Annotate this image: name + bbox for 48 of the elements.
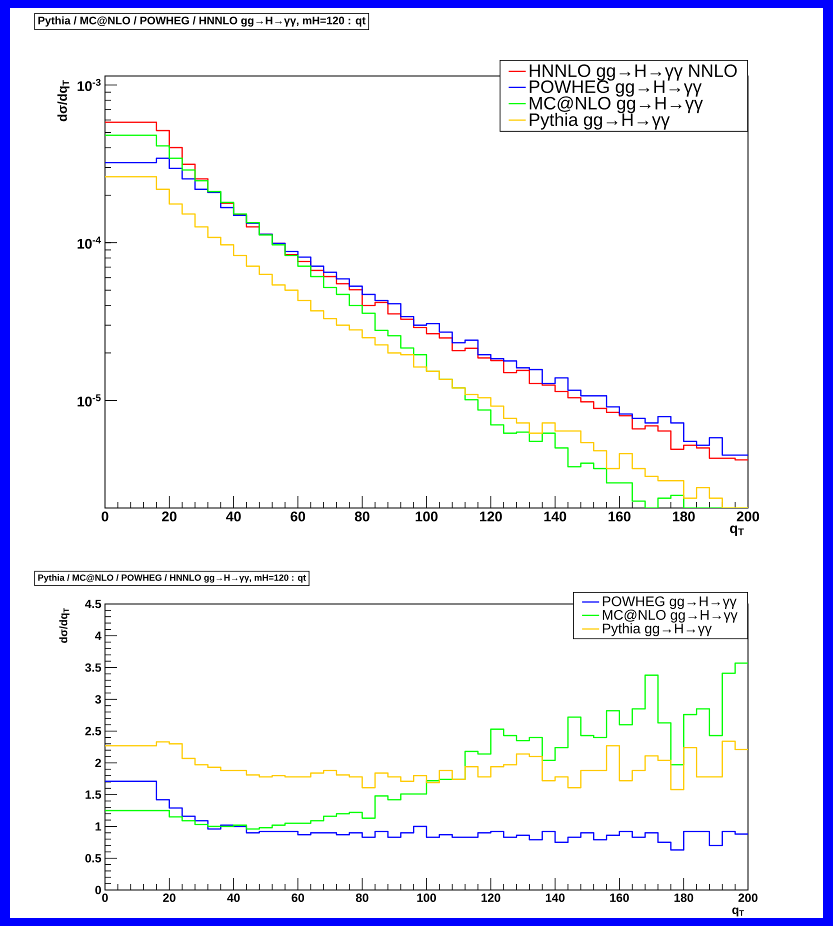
y-tick-label: 2 — [95, 758, 101, 768]
x-tick-label: 180 — [674, 894, 694, 902]
x-tick-label: 80 — [354, 512, 370, 522]
legend-label: POWHEG gg→H→γγ — [530, 80, 702, 97]
legend-label: HNNLO gg→H→γγ NNLO — [530, 64, 737, 81]
y-axis-title: dσ/dq$_{T}$ — [59, 608, 70, 643]
x-axis-title: q$_{T}$ — [730, 526, 744, 536]
x-tick-label: 200 — [738, 894, 758, 902]
x-tick-label: 140 — [544, 512, 566, 522]
x-tick-label: 140 — [546, 894, 565, 902]
x-axis-title: q$_{T}$ — [732, 908, 744, 916]
y-tick-label: 2.5 — [85, 726, 102, 736]
chart-title: Pythia / MC@NLO / POWHEG / HNNLO gg→H→γγ, mH=120 : qt — [38, 574, 306, 583]
x-tick-label: 200 — [736, 512, 760, 522]
x-tick-label: 20 — [162, 512, 176, 522]
x-tick-label: 20 — [163, 894, 176, 902]
legend-label: MC@NLO gg→H→γγ — [602, 610, 738, 623]
x-tick-label: 120 — [482, 894, 500, 902]
y-tick-label: 3 — [95, 695, 102, 704]
x-tick-label: 160 — [608, 512, 630, 522]
y-tick-label: 4.5 — [85, 600, 102, 608]
y-tick-label: 3.5 — [85, 663, 102, 672]
x-tick-label: 0 — [102, 512, 108, 522]
x-tick-label: 80 — [356, 894, 368, 902]
x-tick-label: 100 — [417, 894, 436, 902]
x-tick-label: 100 — [416, 512, 438, 522]
y-tick-label: 10$^{-4}$ — [78, 236, 101, 249]
chart-title: Pythia / MC@NLO / POWHEG / HNNLO gg→H→γγ, mH=120 : qt — [38, 16, 366, 27]
x-tick-label: 60 — [290, 512, 306, 522]
y-tick-label: 10$^{-5}$ — [78, 394, 101, 406]
x-tick-label: 60 — [292, 894, 304, 902]
y-tick-label: 10$^{-3}$ — [78, 78, 101, 92]
x-tick-label: 120 — [480, 512, 502, 522]
x-tick-label: 0 — [102, 894, 108, 902]
y-tick-label: 1.5 — [86, 790, 102, 799]
y-axis-title: dσ/dq$_{T}$ — [57, 80, 70, 122]
legend-label: Pythia gg→H→γγ — [602, 623, 712, 636]
x-tick-label: 40 — [226, 512, 241, 522]
x-tick-label: 180 — [672, 512, 695, 522]
legend-label: Pythia gg→H→γγ — [530, 112, 670, 130]
x-tick-label: 40 — [227, 894, 240, 902]
legend-label: MC@NLO gg→H→γγ — [530, 96, 703, 114]
y-tick-label: 4 — [95, 632, 102, 640]
x-tick-label: 160 — [610, 894, 629, 902]
y-tick-label: 1 — [96, 822, 102, 831]
y-tick-label: 0.5 — [85, 854, 102, 862]
y-tick-label: 0 — [95, 886, 101, 894]
legend-label: POWHEG gg→H→γγ — [602, 596, 737, 610]
